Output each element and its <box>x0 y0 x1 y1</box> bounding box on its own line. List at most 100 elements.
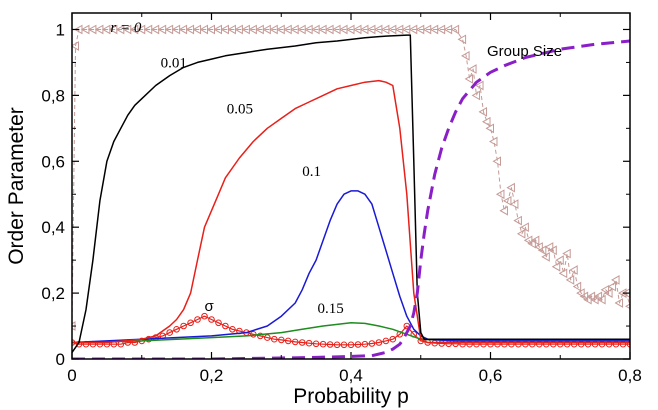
y-tick-label: 0,4 <box>41 218 65 237</box>
sigma-point <box>305 339 313 347</box>
r0-point <box>544 242 554 252</box>
r0-point <box>548 245 557 256</box>
sigma-point <box>382 337 390 345</box>
x-tick-label: 0,8 <box>618 366 642 385</box>
r0-point <box>569 265 578 275</box>
sigma-point <box>208 316 215 323</box>
r0-point <box>478 106 488 117</box>
r0-point <box>537 245 547 256</box>
sigma-point <box>298 339 306 346</box>
sigma-point <box>166 329 173 336</box>
r0-point <box>475 80 484 91</box>
sigma-point <box>375 339 383 346</box>
y-tick-label: 1 <box>56 20 65 39</box>
r0-point <box>461 50 470 61</box>
r0-point <box>614 298 624 308</box>
r0-point <box>513 215 522 226</box>
sigma-point <box>368 340 376 347</box>
r0-point <box>502 195 512 206</box>
sigma-label: σ <box>205 298 215 315</box>
r0-point <box>482 116 491 127</box>
series-r005 <box>72 79 630 344</box>
r0-point <box>492 156 501 167</box>
r0-point <box>600 284 610 295</box>
r0-point <box>562 248 571 259</box>
r0-point <box>607 281 617 292</box>
series-layer <box>72 24 630 359</box>
sigma-point <box>257 332 264 340</box>
series-group-size <box>72 39 630 359</box>
r0-point <box>516 228 526 239</box>
sigma-point <box>194 316 201 323</box>
sigma-point <box>278 336 285 344</box>
axes-layer: 0 0,2 0,4 0,6 0,8 0 0,2 0,4 0,6 0,8 1 <box>41 13 642 385</box>
sigma-point <box>264 334 271 341</box>
sigma-point <box>354 341 362 348</box>
r0-point <box>551 261 561 272</box>
r0-point <box>530 235 540 246</box>
r0-point <box>499 205 508 216</box>
r0-point <box>597 294 606 305</box>
r0-point <box>506 182 515 193</box>
sigma-point <box>361 340 369 348</box>
r0-point <box>534 242 543 252</box>
r0-point <box>558 268 568 279</box>
annotation-layer: r = 0 0.01 0.05 0.1 0.15 σ Group Size <box>110 20 562 317</box>
y-axis-title: Order Parameter <box>5 107 28 265</box>
sigma-point <box>626 340 630 348</box>
r0-point <box>576 288 585 298</box>
sigma-point <box>201 312 208 320</box>
r0-point <box>457 34 467 45</box>
sigma-point <box>271 335 278 343</box>
r001-label: 0.01 <box>161 55 187 71</box>
r0-point <box>468 64 477 74</box>
sigma-point <box>180 322 187 330</box>
r0-point <box>565 275 575 285</box>
sigma-point <box>340 341 348 349</box>
series-r005-line <box>72 79 630 344</box>
series-r0-line <box>72 29 630 327</box>
r01-label: 0.1 <box>302 164 321 180</box>
sigma-point <box>222 322 229 330</box>
y-tick-label: 0,2 <box>41 284 65 303</box>
sigma-point <box>173 326 180 333</box>
r0-point <box>604 288 613 298</box>
sigma-point <box>326 341 334 348</box>
x-tick-label: 0,6 <box>479 366 503 385</box>
r0-point <box>464 74 474 84</box>
series-group-size-line <box>72 39 630 359</box>
r0-point <box>520 222 529 233</box>
sigma-point <box>389 335 397 343</box>
r0-point <box>72 41 79 51</box>
series-r001 <box>72 34 630 353</box>
r0-point <box>555 255 564 266</box>
sigma-point <box>215 319 222 327</box>
r0-label: r = 0 <box>110 20 141 36</box>
r0-point <box>593 291 603 302</box>
r0-point <box>488 136 498 147</box>
y-tick-label: 0 <box>56 350 65 369</box>
r0-point <box>450 24 460 35</box>
series-r0 <box>72 24 630 331</box>
x-tick-label: 0,2 <box>200 366 224 385</box>
sigma-point <box>347 341 355 349</box>
r0-point <box>509 199 519 209</box>
series-r001-line <box>72 34 630 353</box>
r0-point <box>495 189 505 200</box>
r0-point <box>485 123 494 134</box>
y-tick-label: 0,6 <box>41 152 65 171</box>
x-tick-label: 0,4 <box>339 366 363 385</box>
r0-point <box>527 238 536 249</box>
sigma-point <box>312 340 320 348</box>
x-axis-title: Probability p <box>293 385 409 408</box>
sigma-point <box>333 341 341 349</box>
y-tick-label: 0,8 <box>41 86 65 105</box>
r0-point <box>611 275 620 285</box>
sigma-point <box>187 319 194 327</box>
r0-point <box>471 90 481 101</box>
sigma-point <box>319 340 327 348</box>
sigma-point <box>284 337 292 345</box>
group-size-label: Group Size <box>487 43 562 60</box>
r005-label: 0.05 <box>227 102 253 118</box>
